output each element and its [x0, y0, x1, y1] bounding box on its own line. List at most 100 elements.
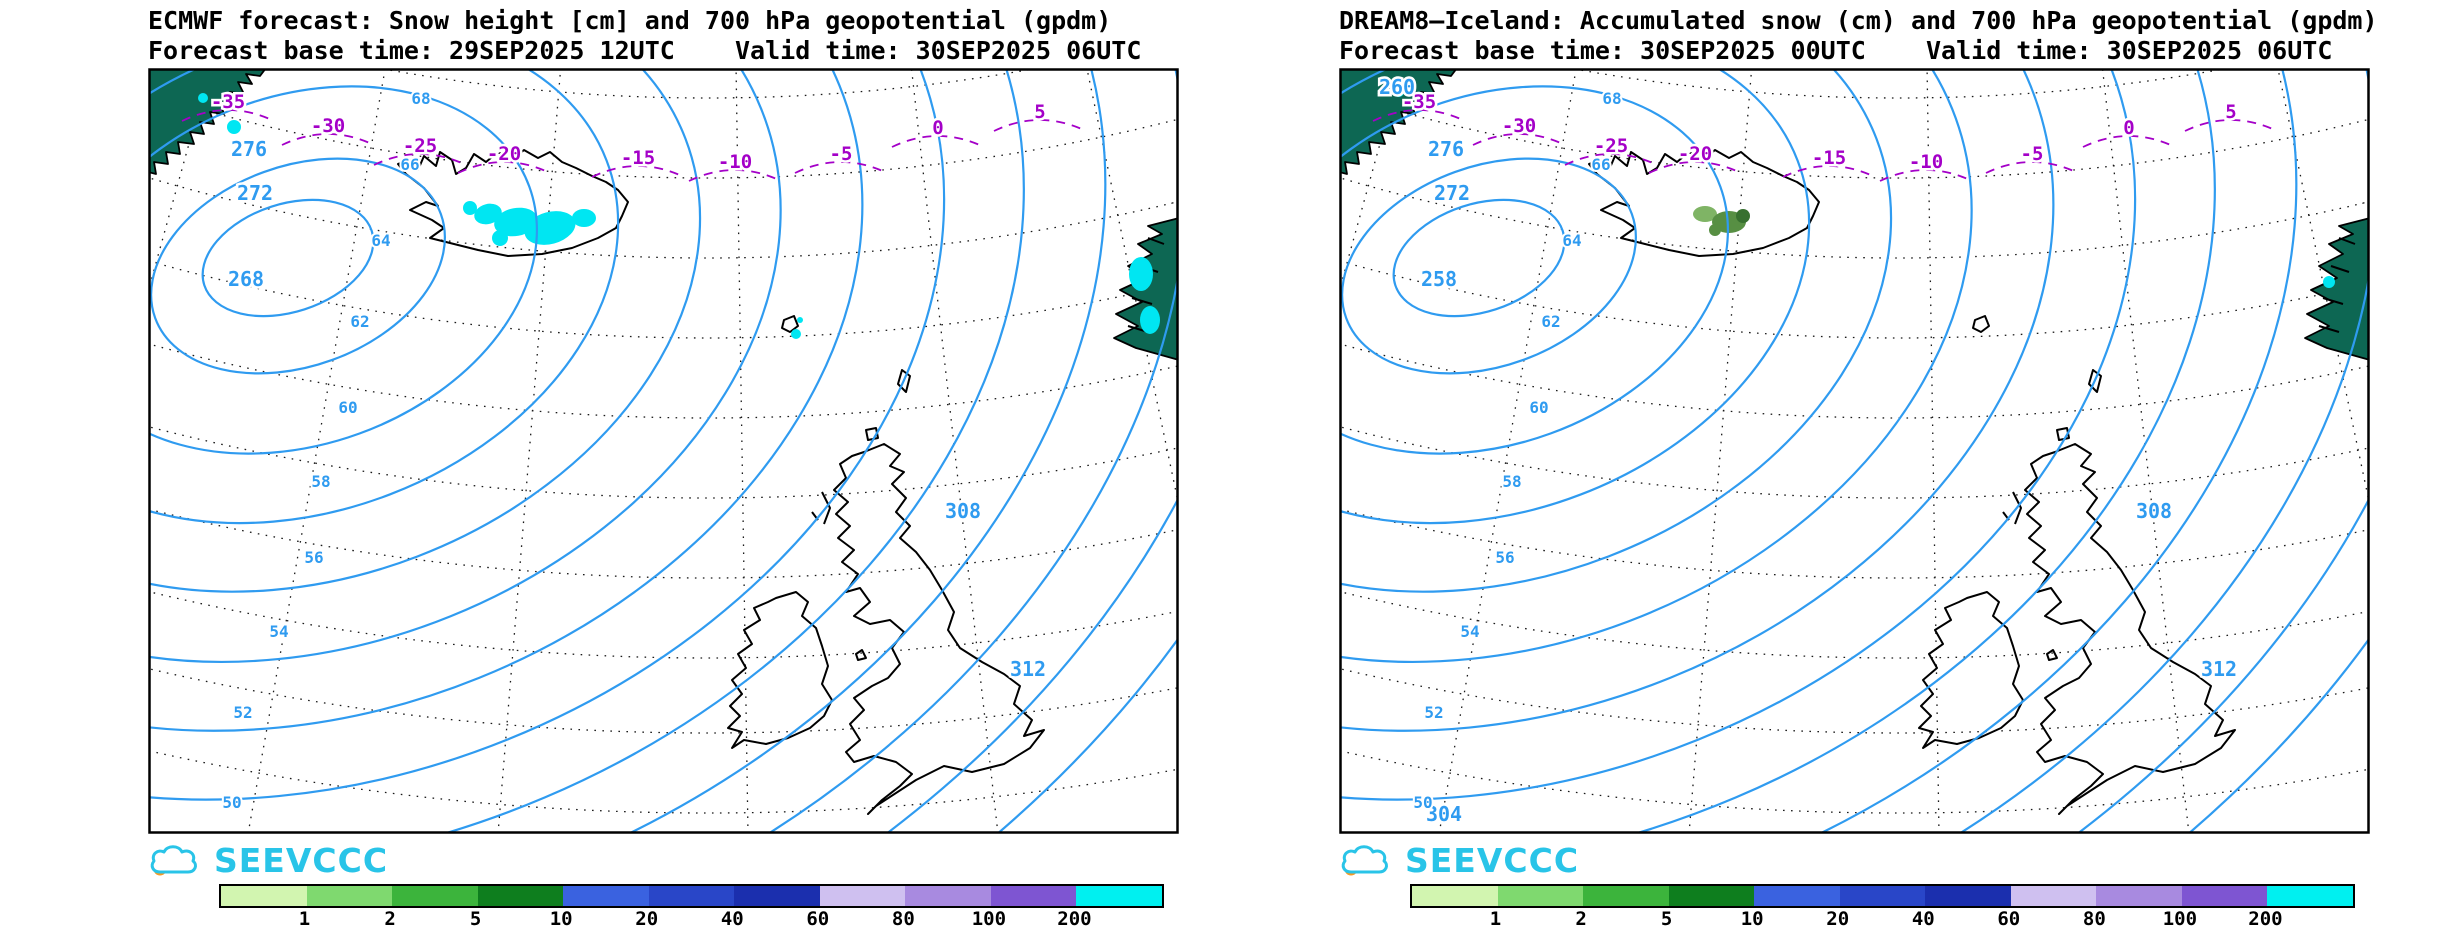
panel-dream8: DREAM8–Iceland: Accumulated snow (cm) an…: [1191, 0, 2449, 930]
temp-label: -25: [1594, 135, 1628, 157]
geo-label: 272: [237, 181, 273, 205]
colorbar-tick-label: 5: [1660, 908, 1673, 930]
snow-colorbar: [1410, 884, 2355, 908]
temperature-contour-fragment: [373, 153, 467, 166]
colorbar-tick-label: 200: [1057, 908, 1092, 930]
colorbar-segment: [392, 886, 478, 906]
colorbar-tick-label: 200: [2248, 908, 2283, 930]
temp-label: 5: [2225, 101, 2236, 123]
colorbar-segment: [2267, 886, 2354, 906]
colorbar-tick-label: 2: [1575, 908, 1587, 930]
colorbar-segment: [563, 886, 649, 906]
snow-colorbar-labels: 1 2 5 10 20 40 60 80 100 200: [219, 908, 1160, 930]
temp-label: 5: [1034, 101, 1045, 123]
colorbar-tick-label: 1: [298, 908, 311, 930]
geo-label: 258: [1421, 267, 1457, 291]
temp-label: -35: [1402, 91, 1436, 113]
geo-label: 276: [1428, 137, 1464, 161]
temperature-contour-fragment: [1564, 153, 1658, 166]
temp-label: -5: [2021, 143, 2044, 165]
lat-label: 64: [1562, 231, 1581, 250]
temperature-contour-fragment: [591, 165, 685, 178]
forecast-times: Forecast base time: 30SEP2025 00UTC Vali…: [1339, 36, 2333, 65]
geo-label: 260: [1379, 75, 1415, 99]
geo-label: 304: [1426, 802, 1462, 826]
geo-label: 272: [1434, 181, 1470, 205]
lat-label: 60: [338, 398, 357, 417]
geo-label: 276: [231, 137, 267, 161]
colorbar-segment: [1412, 886, 1498, 906]
lat-label: 58: [311, 472, 330, 491]
temp-label: -10: [1909, 151, 1943, 173]
lat-label: 62: [1541, 312, 1560, 331]
colorbar-segment: [477, 886, 564, 906]
temperature-contour-fragment: [1472, 133, 1566, 146]
snow-colorbar-labels: 1 2 5 10 20 40 60 80 100 200: [1410, 908, 2351, 930]
colorbar-tick-label: 80: [891, 908, 915, 930]
lat-label: 54: [1460, 622, 1479, 641]
lat-label: 68: [1602, 89, 1621, 108]
colorbar-segment: [1925, 886, 2011, 906]
colorbar-tick-label: 10: [1740, 908, 1764, 930]
colorbar-tick-label: 40: [1911, 908, 1935, 930]
colorbar-tick-label: 5: [469, 908, 482, 930]
temperature-contour-fragment: [1782, 165, 1876, 178]
colorbar-segment: [1497, 886, 1584, 906]
temp-label: -35: [211, 91, 245, 113]
temp-label: 0: [932, 117, 943, 139]
colorbar-segment: [905, 886, 991, 906]
temperature-contour-fragment: [993, 119, 1087, 132]
lat-label: 52: [233, 703, 252, 722]
lat-label: 56: [1495, 548, 1514, 567]
page-title: ECMWF forecast: Snow height [cm] and 700…: [148, 6, 1112, 35]
lat-label: 50: [1413, 793, 1432, 812]
temp-label: -20: [487, 143, 521, 165]
forecast-times: Forecast base time: 29SEP2025 12UTC Vali…: [148, 36, 1142, 65]
colorbar-tick-label: 2: [384, 908, 396, 930]
colorbar-segment: [2096, 886, 2182, 906]
colorbar-tick-label: 100: [2162, 908, 2198, 930]
lat-label: 64: [371, 231, 390, 250]
colorbar-segment: [648, 886, 735, 906]
temperature-contour-fragment: [891, 135, 985, 148]
logo-text: SEEVCCC: [214, 840, 389, 880]
colorbar-segment: [819, 886, 906, 906]
colorbar-segment: [2010, 886, 2097, 906]
temp-label: -25: [403, 135, 437, 157]
lat-label: 60: [1529, 398, 1548, 417]
page-title: DREAM8–Iceland: Accumulated snow (cm) an…: [1339, 6, 2378, 35]
colorbar-tick-label: 80: [2082, 908, 2106, 930]
colorbar-segment: [990, 886, 1077, 906]
lat-label: 56: [304, 548, 323, 567]
temp-label: -20: [1678, 143, 1712, 165]
temperature-contour-fragment: [794, 161, 888, 174]
colorbar-tick-label: 1: [1489, 908, 1502, 930]
geo-label: 268: [228, 267, 264, 291]
panel-ecmwf: ECMWF forecast: Snow height [cm] and 700…: [146, 6, 1179, 930]
lat-label: 54: [269, 622, 288, 641]
temp-label: -15: [1812, 147, 1846, 169]
geo-label: 312: [1010, 657, 1046, 681]
seevccc-logo: SEEVCCC: [146, 840, 388, 880]
colorbar-segment: [1754, 886, 1840, 906]
colorbar-segment: [221, 886, 307, 906]
lat-label: 52: [1424, 703, 1443, 722]
lat-label: 66: [400, 155, 419, 174]
colorbar-segment: [1668, 886, 1755, 906]
temperature-contour-fragment: [1372, 109, 1466, 122]
lat-label: 66: [1591, 155, 1610, 174]
lat-label: 62: [350, 312, 369, 331]
cloud-sun-icon: [1341, 845, 1388, 877]
colorbar-segment: [1839, 886, 1926, 906]
geo-label: 308: [2136, 499, 2172, 523]
temperature-contour-fragment: [688, 169, 782, 182]
temperature-contour-fragment: [2082, 135, 2176, 148]
weather-map-ecmwf: -35 -30 -25 -20 -15 -10 -5 0 5 276 272 268 308 312 6…: [148, 68, 1179, 834]
colorbar-tick-label: 60: [1997, 908, 2021, 930]
temperature-contour-fragment: [2184, 119, 2278, 132]
geo-label: 308: [945, 499, 981, 523]
colorbar-tick-label: 40: [720, 908, 744, 930]
logo-text: SEEVCCC: [1405, 840, 1580, 880]
colorbar-segment: [734, 886, 820, 906]
